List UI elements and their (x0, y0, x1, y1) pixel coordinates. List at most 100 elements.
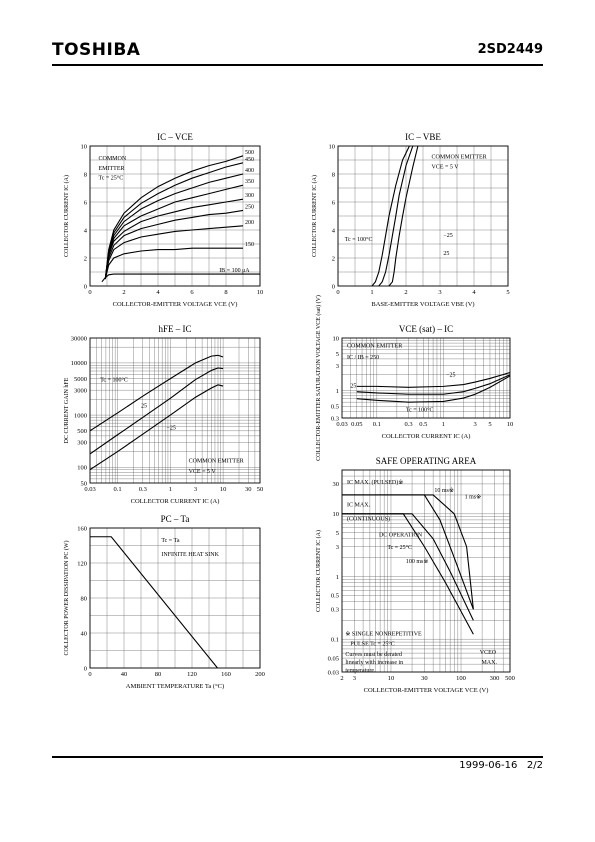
series-label: 500 (245, 150, 254, 156)
y-tick-label: 30 (333, 481, 340, 488)
chart-vcesat-ic: 0.03 0.05 0.1 0.3 0.5 1 3 5 10 0.3 0.5 1 3 5 10 VCE (sa… (315, 295, 513, 461)
series-line (90, 536, 218, 668)
y-tick-label: 10 (329, 143, 336, 150)
footer-rule (52, 756, 543, 758)
series-line (90, 367, 224, 455)
x-tick-label: 0 (88, 671, 91, 678)
y-tick-label: 5 (336, 530, 339, 537)
series-group (371, 146, 419, 286)
plot-frame (337, 145, 509, 287)
series-group (90, 536, 218, 668)
chart-title: PC – Ta (161, 514, 190, 524)
annotation: Curves must be derated (345, 652, 401, 658)
annotation: IC MAX. (347, 502, 371, 508)
series-label: 200 (245, 220, 254, 226)
y-tick-label: 1 (336, 388, 339, 395)
x-tick-label: 500 (505, 675, 515, 682)
y-tick-label: 0.5 (331, 404, 339, 411)
y-tick-label: 10 (333, 335, 340, 342)
series-line (104, 198, 244, 280)
annotation: 10 ms※ (434, 487, 454, 494)
annotation: −25 (446, 372, 455, 378)
y-tick-label: 8 (332, 171, 335, 178)
annotation: COMMON EMITTER (347, 344, 402, 350)
x-tick-label: 5 (506, 289, 509, 296)
annotation: 25 (350, 384, 356, 390)
annotation: DC OPERATION (379, 533, 423, 539)
series-line (104, 225, 244, 280)
x-axis-label: COLLECTOR-EMITTER VOLTAGE VCE (V) (364, 687, 489, 694)
x-tick-label: 1 (442, 421, 445, 428)
y-axis-label: COLLECTOR-EMITTER SATURATION VOLTAGE VCE… (315, 295, 322, 461)
y-tick-label: 300 (77, 440, 87, 447)
chart-title: VCE (sat) – IC (399, 324, 453, 334)
annotation: 25 (141, 404, 147, 410)
series-line (104, 155, 244, 280)
part-number: 2SD2449 (477, 42, 543, 57)
y-tick-label: 500 (77, 428, 87, 435)
annotation: IB = 100 μA (219, 268, 250, 274)
y-tick-label: 0.03 (328, 669, 339, 676)
series-line (342, 513, 474, 621)
grid (90, 338, 260, 483)
series-label: 350 (245, 179, 254, 185)
x-tick-label: 2 (340, 675, 343, 682)
x-tick-label: 0.05 (351, 421, 362, 428)
annotation: VCE = 5 V (189, 469, 217, 475)
y-axis-label: COLLECTOR CURRENT IC (A) (315, 530, 322, 612)
x-tick-label: 3 (353, 675, 356, 682)
annotation: temperature. (345, 668, 376, 674)
brand-logo: TOSHIBA (52, 40, 141, 60)
y-tick-label: 6 (84, 199, 88, 206)
y-tick-label: 3 (336, 544, 339, 551)
series-label: 300 (245, 193, 254, 199)
x-tick-label: 0.1 (373, 421, 381, 428)
y-tick-label: 120 (77, 560, 87, 567)
chart-title: hFE – IC (158, 324, 191, 334)
grid (342, 338, 510, 419)
series-group (356, 372, 510, 403)
y-tick-label: 10 (333, 511, 340, 518)
series-label: 150 (245, 242, 254, 248)
x-tick-label: 10 (257, 289, 264, 296)
annotation: VCEO (480, 650, 497, 656)
y-tick-label: 5 (336, 351, 339, 358)
x-tick-label: 5 (488, 421, 491, 428)
series-line (104, 247, 243, 280)
y-axis-label: DC CURRENT GAIN hFE (64, 377, 70, 443)
y-tick-label: 1000 (74, 412, 87, 419)
y-tick-label: 0.3 (331, 607, 339, 614)
grid (89, 527, 261, 669)
series-label: 450 (245, 157, 254, 163)
y-tick-label: 160 (77, 525, 87, 532)
x-tick-label: 0.03 (336, 421, 347, 428)
annotation: IC MAX. (PULSED)※ (347, 479, 403, 486)
x-tick-label: 200 (255, 671, 265, 678)
series-line (104, 209, 244, 280)
series-line (342, 494, 474, 610)
series-line (104, 184, 244, 280)
annotation: Tc = 100°C (345, 236, 373, 243)
y-tick-label: 10000 (71, 360, 87, 367)
x-axis-label: COLLECTOR CURRENT IC (A) (131, 498, 220, 505)
x-axis-label: AMBIENT TEMPERATURE Ta (°C) (126, 683, 224, 690)
x-tick-label: 30 (245, 486, 252, 493)
series-group (90, 354, 224, 471)
y-tick-label: 3 (336, 363, 339, 370)
y-tick-label: 80 (81, 595, 88, 602)
x-tick-label: 2 (404, 289, 407, 296)
annotation: (CONTINUOUS) (347, 516, 390, 523)
y-tick-label: 4 (332, 227, 336, 234)
series-line (104, 173, 244, 280)
annotation: −25 (167, 425, 176, 431)
y-tick-label: 0.1 (331, 637, 339, 644)
plot-frame (89, 337, 261, 484)
x-tick-label: 0.1 (114, 486, 122, 493)
x-axis-label: COLLECTOR-EMITTER VOLTAGE VCE (V) (113, 301, 238, 308)
plot-frame (89, 527, 261, 669)
x-tick-label: 100 (456, 675, 466, 682)
x-tick-label: 0.3 (139, 486, 147, 493)
series-label: 250 (245, 204, 254, 210)
series-group (101, 155, 260, 283)
y-tick-label: 40 (81, 630, 88, 637)
